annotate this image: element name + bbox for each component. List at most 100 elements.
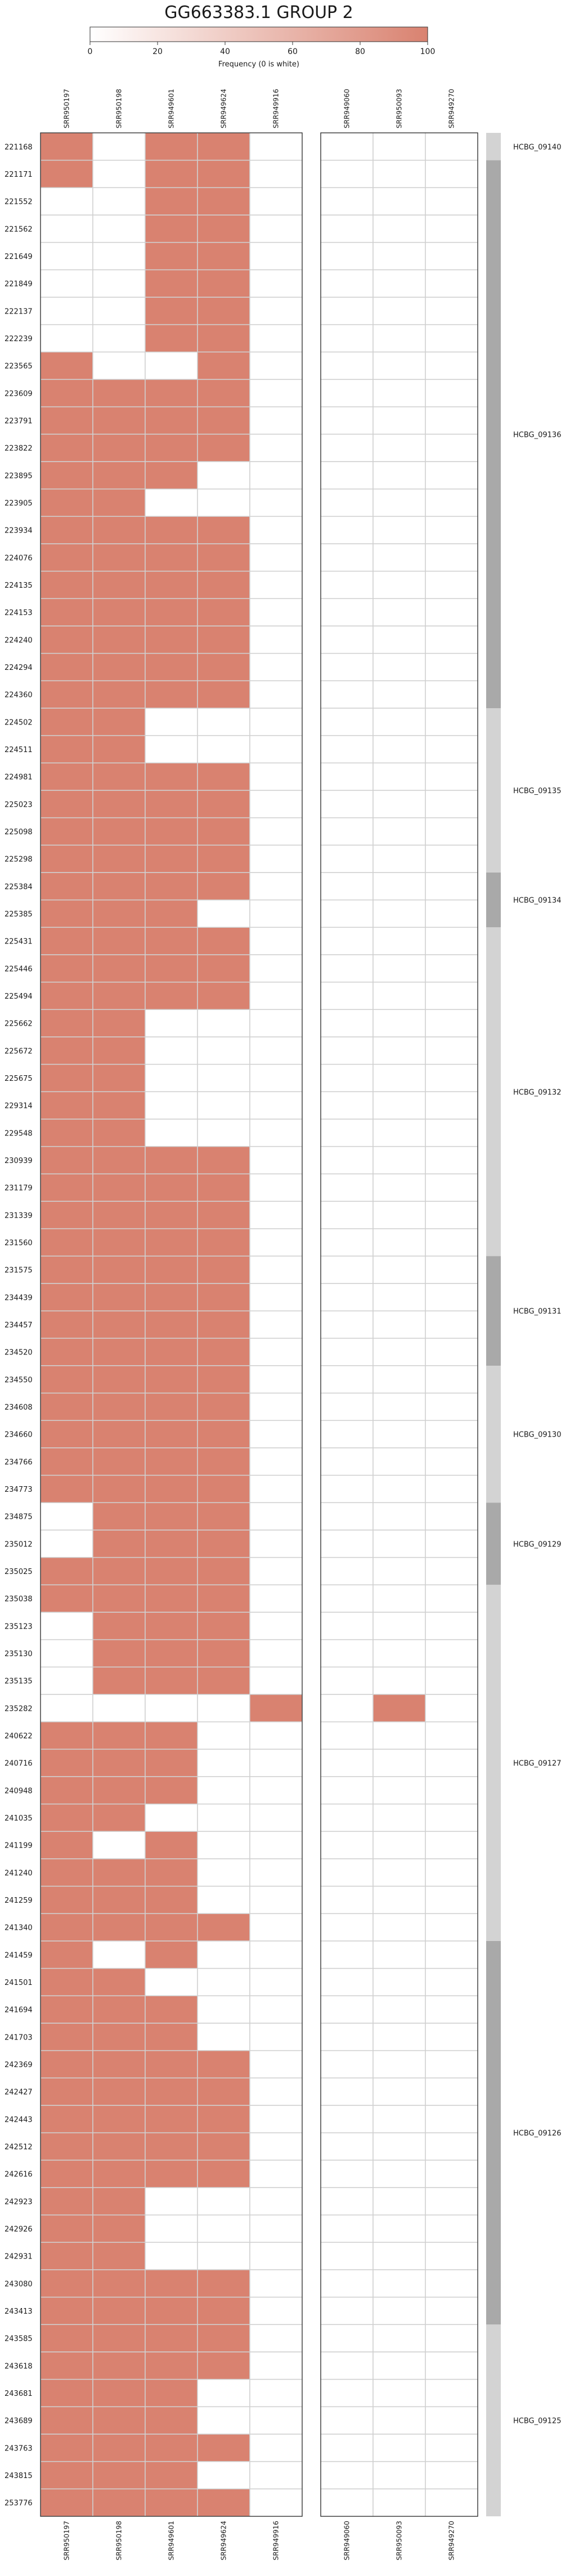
heatmap-cell <box>92 2378 146 2408</box>
group-segment <box>486 160 501 709</box>
heatmap-cell <box>320 1776 374 1805</box>
heatmap-cell <box>249 2023 303 2051</box>
heatmap-cell <box>40 1063 93 1093</box>
heatmap-cell <box>320 1063 374 1093</box>
heatmap-cell <box>249 1009 303 1037</box>
heatmap-cell <box>40 2242 93 2270</box>
heatmap-cell <box>372 1995 426 2024</box>
heatmap-cell <box>145 379 198 408</box>
heatmap-cell <box>145 132 198 161</box>
heatmap-cell <box>40 2488 93 2517</box>
row-label: 225023 <box>5 800 33 809</box>
heatmap-cell <box>320 1228 374 1257</box>
heatmap-cell <box>320 1009 374 1037</box>
heatmap-cell <box>92 1995 146 2024</box>
heatmap-cell <box>372 187 426 216</box>
row-label: 243689 <box>5 2417 33 2426</box>
heatmap-cell <box>249 1639 303 1668</box>
heatmap-cell <box>425 269 478 298</box>
row-label: 243413 <box>5 2307 33 2316</box>
heatmap-cell <box>197 625 250 654</box>
heatmap-cell <box>320 1474 374 1504</box>
heatmap-cell <box>92 2296 146 2325</box>
heatmap-cell <box>372 2324 426 2353</box>
heatmap-cell <box>425 652 478 682</box>
heatmap-cell <box>197 1201 250 1229</box>
heatmap-cell <box>145 2214 198 2243</box>
heatmap-cell <box>197 872 250 901</box>
heatmap-cell <box>145 652 198 682</box>
heatmap-cell <box>320 1530 374 1558</box>
heatmap-cell <box>320 708 374 736</box>
heatmap-cell <box>197 2434 250 2462</box>
heatmap-cell <box>145 981 198 1010</box>
colorbar-tick-label: 20 <box>152 47 163 56</box>
heatmap-cell <box>40 1831 93 1859</box>
heatmap-cell <box>145 570 198 600</box>
heatmap-cell <box>40 461 93 490</box>
row-label: 241694 <box>5 2006 33 2015</box>
heatmap-cell <box>425 1338 478 1366</box>
heatmap-cell <box>320 1255 374 1284</box>
heatmap-cell <box>40 790 93 819</box>
heatmap-cell <box>372 2269 426 2298</box>
heatmap-cell <box>40 2050 93 2079</box>
panel-frame <box>320 132 478 2517</box>
heatmap-cell <box>425 1447 478 1476</box>
row-label: 231575 <box>5 1267 33 1275</box>
heatmap-cell <box>92 1119 146 1147</box>
heatmap-cell <box>249 954 303 983</box>
heatmap-cell <box>320 1173 374 1202</box>
row-label: 235282 <box>5 1705 33 1713</box>
heatmap-cell <box>320 242 374 271</box>
heatmap-cell <box>249 2461 303 2490</box>
heatmap-cell <box>372 2461 426 2490</box>
row-label: 225446 <box>5 965 33 973</box>
group-label: HCBG_09140 <box>513 143 561 151</box>
heatmap-cell <box>425 762 478 791</box>
heatmap-cell <box>92 1447 146 1476</box>
heatmap-cell <box>425 2242 478 2270</box>
heatmap-cell <box>320 2214 374 2243</box>
heatmap-cell <box>145 406 198 435</box>
heatmap-cell <box>249 981 303 1010</box>
heatmap-cell <box>197 2242 250 2270</box>
heatmap-cell <box>249 762 303 791</box>
row-label: 243681 <box>5 2390 33 2398</box>
heatmap-cell <box>372 2406 426 2435</box>
group-segment <box>486 927 501 1256</box>
heatmap-cell <box>320 2132 374 2161</box>
heatmap-cell <box>249 1228 303 1257</box>
heatmap-cell <box>425 817 478 846</box>
colorbar-tick-label: 80 <box>355 47 365 56</box>
heatmap-cell <box>197 379 250 408</box>
heatmap-cell <box>145 543 198 572</box>
heatmap-cell <box>40 214 93 243</box>
heatmap-cell <box>92 790 146 819</box>
heatmap-cell <box>320 2406 374 2435</box>
heatmap-cell <box>425 1119 478 1147</box>
heatmap-cell <box>40 297 93 325</box>
heatmap-cell <box>40 1639 93 1668</box>
heatmap-cell <box>320 2050 374 2079</box>
heatmap-cell <box>249 214 303 243</box>
group-label: HCBG_09131 <box>513 1308 561 1316</box>
column-label-bottom: SRR949270 <box>448 2521 456 2560</box>
heatmap-cell <box>145 1255 198 1284</box>
heatmap-cell <box>372 1201 426 1229</box>
heatmap-cell <box>372 1228 426 1257</box>
heatmap-cell <box>320 1639 374 1668</box>
heatmap-cell <box>249 1721 303 1750</box>
heatmap-cell <box>372 2488 426 2517</box>
heatmap-cell <box>92 954 146 983</box>
heatmap-cell <box>197 1639 250 1668</box>
row-label: 235130 <box>5 1650 33 1658</box>
heatmap-cell <box>249 1858 303 1887</box>
heatmap-cell <box>197 1310 250 1339</box>
heatmap-cell <box>92 1201 146 1229</box>
row-label: 241240 <box>5 1869 33 1877</box>
heatmap-cell <box>40 1584 93 1613</box>
heatmap-cell <box>372 2242 426 2270</box>
heatmap-cell <box>40 132 93 161</box>
heatmap-cell <box>197 543 250 572</box>
